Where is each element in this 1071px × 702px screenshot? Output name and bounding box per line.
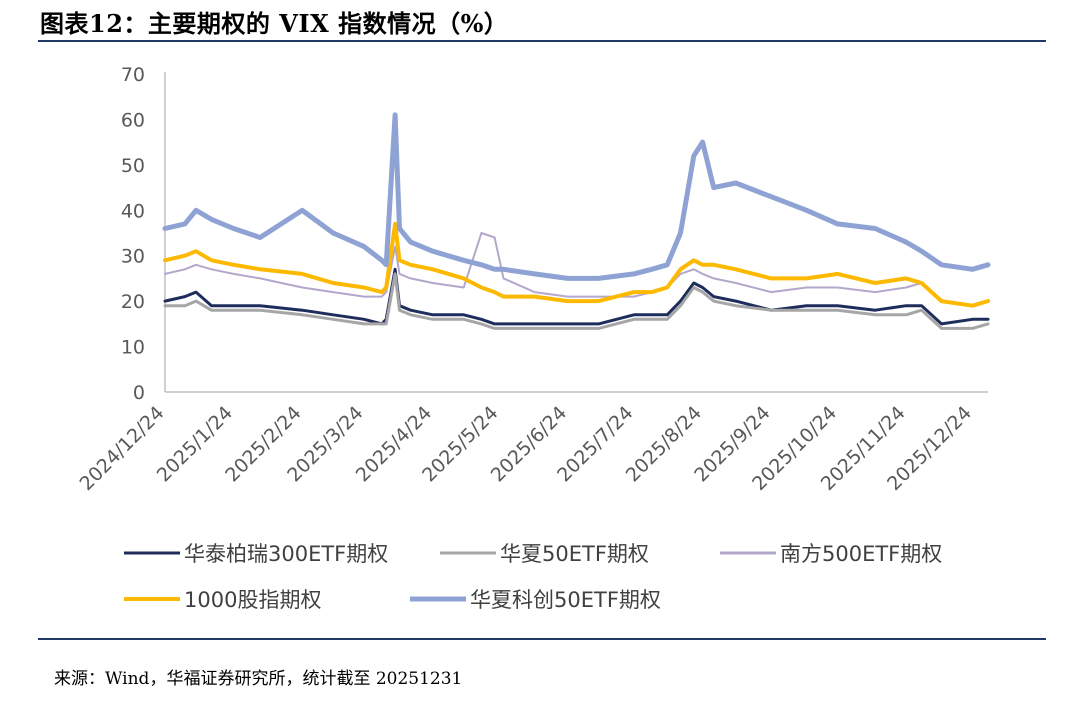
legend-label: 1000股指期权 [184,588,321,612]
y-tick-label: 20 [121,291,145,313]
y-tick-label: 10 [121,337,145,359]
y-tick-label: 60 [121,109,145,131]
series-line-4 [162,112,991,281]
legend-label: 华夏50ETF期权 [500,542,649,566]
source-note: 来源：Wind，华福证券研究所，统计截至 20251231 [54,669,463,689]
series-line-3 [163,221,990,308]
series-line-0 [163,267,990,326]
x-tick-label: 2024/12/24 [76,402,169,495]
top-rule [38,40,1046,42]
y-tick-label: 0 [133,382,145,404]
y-tick-label: 30 [121,246,145,268]
legend-label: 华夏科创50ETF期权 [470,588,661,612]
vix-line-chart: 0102030405060702024/12/242025/1/242025/2… [76,64,991,612]
series-line-1 [163,272,990,330]
y-tick-label: 40 [121,200,145,222]
legend-label: 华泰柏瑞300ETF期权 [184,542,388,566]
series-line-2 [164,232,989,307]
figure-title: 图表12：主要期权的 VIX 指数情况（%） [40,9,509,38]
y-tick-label: 70 [121,64,145,86]
legend-label: 南方500ETF期权 [780,542,942,566]
y-tick-label: 50 [121,155,145,177]
bottom-rule [38,638,1046,640]
